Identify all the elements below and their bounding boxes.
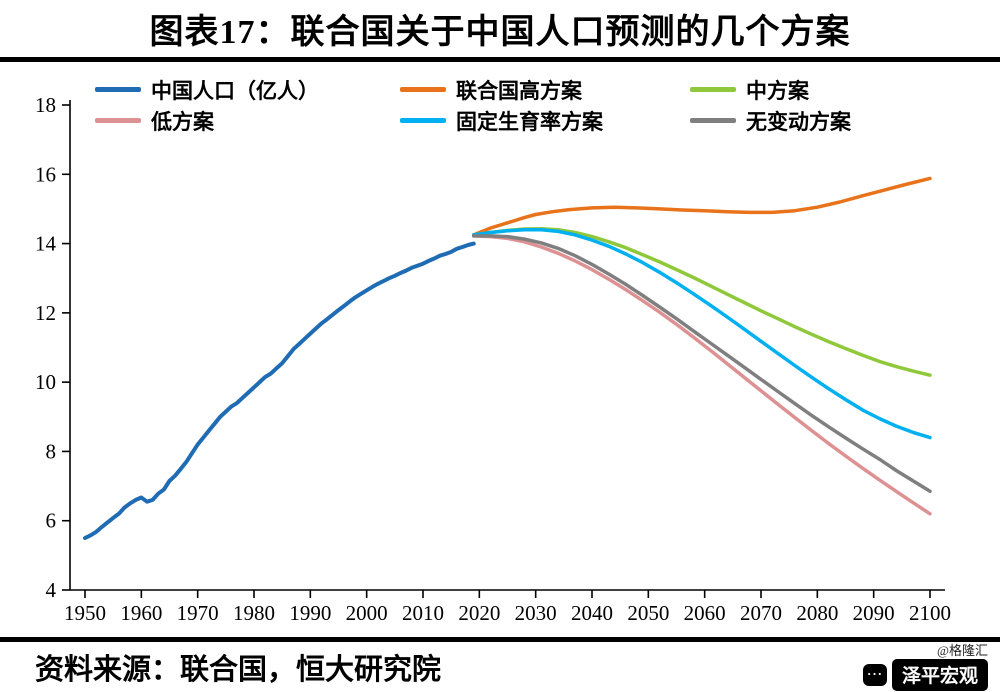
- legend-line-icon: [690, 118, 736, 123]
- x-tick-label: 1990: [289, 601, 331, 625]
- chart-title: 图表17：联合国关于中国人口预测的几个方案: [149, 14, 851, 51]
- x-tick-label: 2030: [515, 601, 557, 625]
- x-tick-label: 1950: [64, 601, 106, 625]
- brand-block: @格隆汇 泽平宏观: [862, 643, 988, 691]
- x-tick-label: 2020: [458, 601, 500, 625]
- brand-logo: 泽平宏观: [891, 659, 988, 691]
- series-line-3: [471, 234, 932, 516]
- legend-label: 中国人口（亿人）: [151, 78, 319, 103]
- x-tick-label: 2080: [796, 601, 838, 625]
- x-tick-label: 2050: [627, 601, 669, 625]
- x-tick-label: 2010: [402, 601, 444, 625]
- x-tick-label: 2000: [346, 601, 388, 625]
- y-tick-label: 14: [35, 232, 57, 256]
- chart-area: 4 6 8 10 12 14 16 18 1950 1960 1970 1980 1990 2000 201…: [0, 62, 1000, 637]
- y-tick-label: 8: [46, 439, 57, 463]
- series-line-4: [471, 227, 932, 440]
- y-tick-label: 18: [35, 93, 56, 117]
- series-line-2: [471, 226, 932, 377]
- title-bar: 图表17：联合国关于中国人口预测的几个方案: [0, 0, 1000, 57]
- speech-bubble-icon: [862, 664, 887, 686]
- legend-item-low-variant: 低方案: [95, 106, 400, 136]
- footer: 资料来源：联合国，恒大研究院 @格隆汇 泽平宏观: [0, 642, 1000, 692]
- legend-line-icon: [95, 87, 141, 92]
- bottom-divider: [0, 637, 1000, 642]
- watermark-text: @格隆汇: [937, 643, 988, 658]
- legend-row-2: 低方案 固定生育率方案 无变动方案: [95, 105, 851, 136]
- legend-label: 低方案: [151, 109, 214, 134]
- x-tick-label: 2060: [684, 601, 726, 625]
- legend-label: 中方案: [746, 78, 809, 103]
- legend-item-medium-variant: 中方案: [690, 75, 809, 105]
- logo-row: 泽平宏观: [862, 659, 988, 691]
- legend-item-china-population: 中国人口（亿人）: [95, 75, 400, 105]
- x-tick-label: 1970: [177, 601, 219, 625]
- y-tick-label: 6: [46, 509, 57, 533]
- chart-legend: 中国人口（亿人） 联合国高方案 中方案 低方案 固定生育率方: [95, 74, 851, 136]
- series-line-5: [471, 234, 932, 494]
- population-line-chart: 4 6 8 10 12 14 16 18 1950 1960 1970 1980 1990 2000 201…: [35, 93, 951, 625]
- y-tick-label: 16: [35, 162, 56, 186]
- legend-line-icon: [400, 118, 446, 123]
- legend-line-icon: [400, 87, 446, 92]
- legend-label: 无变动方案: [746, 109, 851, 134]
- y-tick-label: 10: [35, 370, 56, 394]
- legend-line-icon: [95, 118, 141, 123]
- series-line-1: [471, 176, 932, 237]
- source-note: 资料来源：联合国，恒大研究院: [35, 654, 442, 686]
- x-tick-label: 1980: [233, 601, 275, 625]
- legend-item-constant-fertility: 固定生育率方案: [400, 106, 690, 136]
- legend-item-high-variant: 联合国高方案: [400, 75, 690, 105]
- x-tick-label: 2040: [571, 601, 613, 625]
- series-line-0: [83, 241, 476, 540]
- x-tick-label: 1960: [120, 601, 162, 625]
- x-tick-label: 2100: [909, 601, 951, 625]
- legend-label: 固定生育率方案: [456, 109, 603, 134]
- y-tick-label: 12: [35, 301, 56, 325]
- x-tick-label: 2090: [853, 601, 895, 625]
- legend-label: 联合国高方案: [456, 78, 582, 103]
- top-divider: [0, 57, 1000, 62]
- x-tick-label: 2070: [740, 601, 782, 625]
- y-tick-label: 4: [46, 578, 57, 602]
- legend-item-no-change: 无变动方案: [690, 106, 851, 136]
- legend-line-icon: [690, 87, 736, 92]
- legend-row-1: 中国人口（亿人） 联合国高方案 中方案: [95, 74, 851, 105]
